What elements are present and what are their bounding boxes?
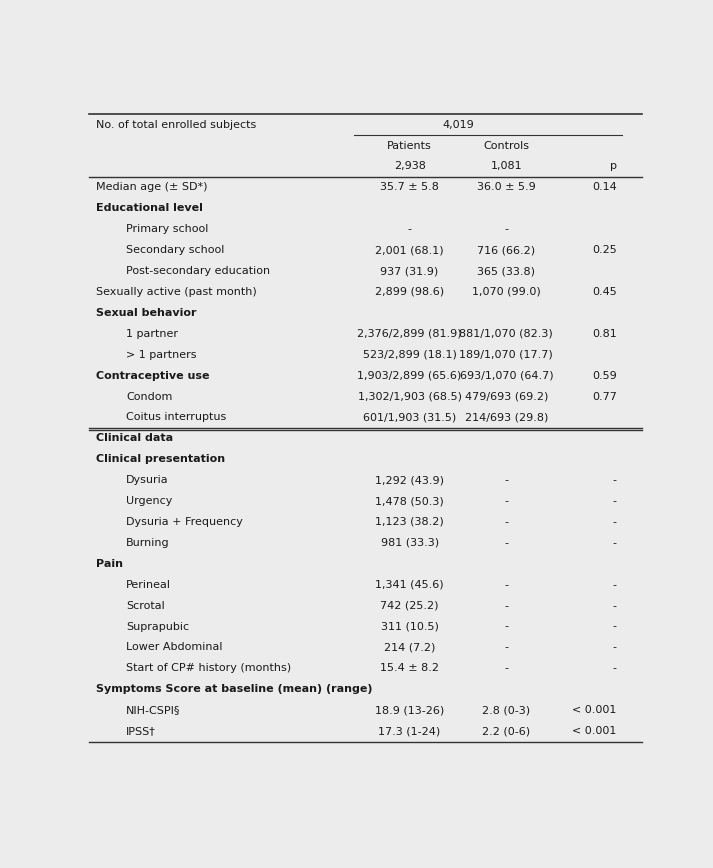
- Text: -: -: [613, 517, 617, 527]
- Text: 2,001 (68.1): 2,001 (68.1): [375, 245, 444, 255]
- Text: -: -: [408, 224, 411, 234]
- Text: 981 (33.3): 981 (33.3): [381, 538, 438, 548]
- Text: < 0.001: < 0.001: [573, 705, 617, 715]
- Text: Urgency: Urgency: [126, 496, 173, 506]
- Text: 523/2,899 (18.1): 523/2,899 (18.1): [363, 350, 456, 359]
- Text: 693/1,070 (64.7): 693/1,070 (64.7): [459, 371, 553, 380]
- Text: Lower Abdominal: Lower Abdominal: [126, 642, 222, 653]
- Text: -: -: [613, 475, 617, 485]
- Text: Perineal: Perineal: [126, 580, 171, 589]
- Text: 0.59: 0.59: [592, 371, 617, 380]
- Text: Contraceptive use: Contraceptive use: [96, 371, 209, 380]
- Text: -: -: [613, 538, 617, 548]
- Text: 1,123 (38.2): 1,123 (38.2): [375, 517, 444, 527]
- Text: 2,899 (98.6): 2,899 (98.6): [375, 287, 444, 297]
- Text: Primary school: Primary school: [126, 224, 208, 234]
- Text: Educational level: Educational level: [96, 203, 202, 214]
- Text: p: p: [610, 161, 617, 172]
- Text: 1,302/1,903 (68.5): 1,302/1,903 (68.5): [358, 391, 461, 402]
- Text: 1,070 (99.0): 1,070 (99.0): [472, 287, 540, 297]
- Text: Condom: Condom: [126, 391, 173, 402]
- Text: 1 partner: 1 partner: [126, 329, 178, 339]
- Text: 35.7 ± 5.8: 35.7 ± 5.8: [380, 182, 439, 193]
- Text: Burning: Burning: [126, 538, 170, 548]
- Text: 0.45: 0.45: [592, 287, 617, 297]
- Text: -: -: [504, 224, 508, 234]
- Text: -: -: [504, 475, 508, 485]
- Text: 214/693 (29.8): 214/693 (29.8): [465, 412, 548, 423]
- Text: -: -: [504, 580, 508, 589]
- Text: > 1 partners: > 1 partners: [126, 350, 197, 359]
- Text: Clinical presentation: Clinical presentation: [96, 454, 225, 464]
- Text: Secondary school: Secondary school: [126, 245, 225, 255]
- Text: -: -: [504, 496, 508, 506]
- Text: 0.81: 0.81: [592, 329, 617, 339]
- Text: -: -: [504, 642, 508, 653]
- Text: -: -: [613, 580, 617, 589]
- Text: 17.3 (1-24): 17.3 (1-24): [379, 727, 441, 736]
- Text: Pain: Pain: [96, 559, 123, 569]
- Text: 311 (10.5): 311 (10.5): [381, 621, 438, 632]
- Text: -: -: [613, 496, 617, 506]
- Text: Scrotal: Scrotal: [126, 601, 165, 611]
- Text: 742 (25.2): 742 (25.2): [380, 601, 439, 611]
- Text: 479/693 (69.2): 479/693 (69.2): [465, 391, 548, 402]
- Text: -: -: [504, 601, 508, 611]
- Text: No. of total enrolled subjects: No. of total enrolled subjects: [96, 120, 256, 129]
- Text: NIH-CSPI§: NIH-CSPI§: [126, 705, 180, 715]
- Text: Dysuria + Frequency: Dysuria + Frequency: [126, 517, 243, 527]
- Text: 601/1,903 (31.5): 601/1,903 (31.5): [363, 412, 456, 423]
- Text: 1,292 (43.9): 1,292 (43.9): [375, 475, 444, 485]
- Text: IPSS†: IPSS†: [126, 727, 156, 736]
- Text: 2,938: 2,938: [394, 161, 426, 172]
- Text: 1,081: 1,081: [491, 161, 522, 172]
- Text: Suprapubic: Suprapubic: [126, 621, 189, 632]
- Text: < 0.001: < 0.001: [573, 727, 617, 736]
- Text: 365 (33.8): 365 (33.8): [477, 266, 535, 276]
- Text: Sexually active (past month): Sexually active (past month): [96, 287, 257, 297]
- Text: Patients: Patients: [387, 141, 432, 150]
- Text: Coitus interruptus: Coitus interruptus: [126, 412, 227, 423]
- Text: Dysuria: Dysuria: [126, 475, 169, 485]
- Text: 36.0 ± 5.9: 36.0 ± 5.9: [477, 182, 535, 193]
- Text: 214 (7.2): 214 (7.2): [384, 642, 436, 653]
- Text: Symptoms Score at baseline (mean) (range): Symptoms Score at baseline (mean) (range…: [96, 684, 372, 694]
- Text: 937 (31.9): 937 (31.9): [381, 266, 438, 276]
- Text: 881/1,070 (82.3): 881/1,070 (82.3): [459, 329, 553, 339]
- Text: 1,478 (50.3): 1,478 (50.3): [375, 496, 444, 506]
- Text: Sexual behavior: Sexual behavior: [96, 308, 196, 318]
- Text: 1,903/2,899 (65.6): 1,903/2,899 (65.6): [357, 371, 462, 380]
- Text: 0.77: 0.77: [592, 391, 617, 402]
- Text: 4,019: 4,019: [442, 120, 474, 129]
- Text: -: -: [613, 621, 617, 632]
- Text: Clinical data: Clinical data: [96, 433, 173, 444]
- Text: 15.4 ± 8.2: 15.4 ± 8.2: [380, 663, 439, 674]
- Text: 716 (66.2): 716 (66.2): [477, 245, 535, 255]
- Text: 2.8 (0-3): 2.8 (0-3): [482, 705, 530, 715]
- Text: 18.9 (13-26): 18.9 (13-26): [375, 705, 444, 715]
- Text: 1,341 (45.6): 1,341 (45.6): [375, 580, 444, 589]
- Text: -: -: [613, 601, 617, 611]
- Text: -: -: [504, 663, 508, 674]
- Text: Median age (± SD*): Median age (± SD*): [96, 182, 207, 193]
- Text: Post-secondary education: Post-secondary education: [126, 266, 270, 276]
- Text: -: -: [504, 517, 508, 527]
- Text: 0.14: 0.14: [592, 182, 617, 193]
- Text: 2.2 (0-6): 2.2 (0-6): [482, 727, 530, 736]
- Text: 189/1,070 (17.7): 189/1,070 (17.7): [459, 350, 553, 359]
- Text: Controls: Controls: [483, 141, 529, 150]
- Text: 0.25: 0.25: [592, 245, 617, 255]
- Text: -: -: [613, 642, 617, 653]
- Text: -: -: [613, 663, 617, 674]
- Text: Start of CP# history (months): Start of CP# history (months): [126, 663, 292, 674]
- Text: -: -: [504, 621, 508, 632]
- Text: -: -: [504, 538, 508, 548]
- Text: 2,376/2,899 (81.9): 2,376/2,899 (81.9): [357, 329, 462, 339]
